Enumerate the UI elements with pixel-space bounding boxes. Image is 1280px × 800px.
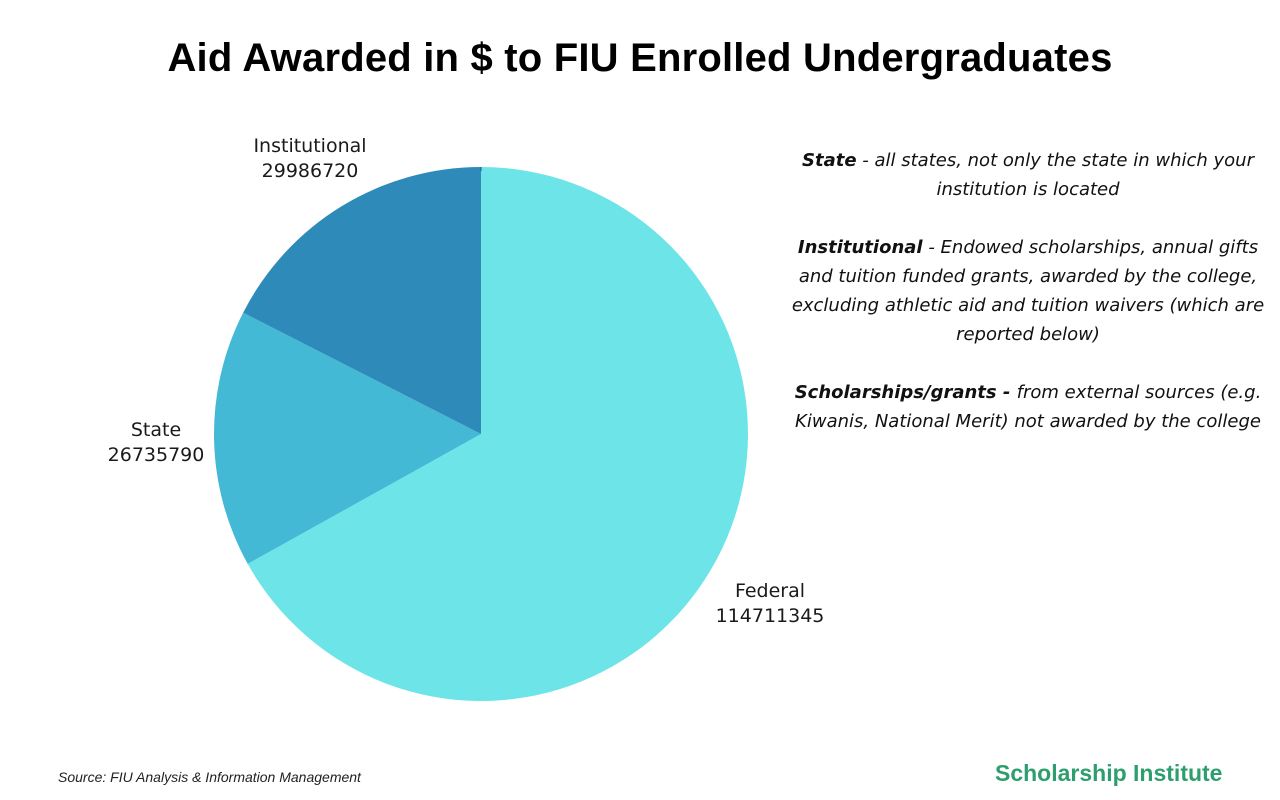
slice-label-state-name: State xyxy=(130,419,182,441)
note-state-term: State xyxy=(802,150,857,171)
note-institutional-text: - Endowed scholarships, annual gifts and… xyxy=(791,237,1265,345)
slice-label-federal: Federal 114711345 xyxy=(710,579,830,629)
slice-label-institutional: Institutional 29986720 xyxy=(250,134,370,184)
note-institutional-term: Institutional xyxy=(797,237,923,258)
note-state-text: - all states, not only the state in whic… xyxy=(856,150,1254,200)
slice-label-federal-value: 114711345 xyxy=(715,605,825,627)
source-note: Source: FIU Analysis & Information Manag… xyxy=(58,769,361,785)
note-scholarships-term: Scholarships/grants - xyxy=(794,382,1017,403)
slice-label-state: State 26735790 xyxy=(96,418,216,468)
note-scholarships: Scholarships/grants - from external sour… xyxy=(790,378,1266,436)
definitions-panel: State - all states, not only the state i… xyxy=(790,146,1266,465)
chart-title: Aid Awarded in $ to FIU Enrolled Undergr… xyxy=(167,36,1113,80)
note-scholarships-text: from external sources (e.g. Kiwanis, Nat… xyxy=(795,382,1262,432)
slice-label-federal-name: Federal xyxy=(734,580,806,602)
pie-slice-state xyxy=(213,312,481,564)
slice-label-institutional-name: Institutional xyxy=(253,135,367,157)
pie-slice-federal xyxy=(247,167,748,702)
brand-logo-text: Scholarship Institute xyxy=(995,760,1223,786)
pie-slice-institutional xyxy=(243,167,481,434)
slice-label-institutional-value: 29986720 xyxy=(261,160,359,182)
note-institutional: Institutional - Endowed scholarships, an… xyxy=(790,233,1266,349)
slice-label-state-value: 26735790 xyxy=(107,444,205,466)
note-state: State - all states, not only the state i… xyxy=(790,146,1266,204)
